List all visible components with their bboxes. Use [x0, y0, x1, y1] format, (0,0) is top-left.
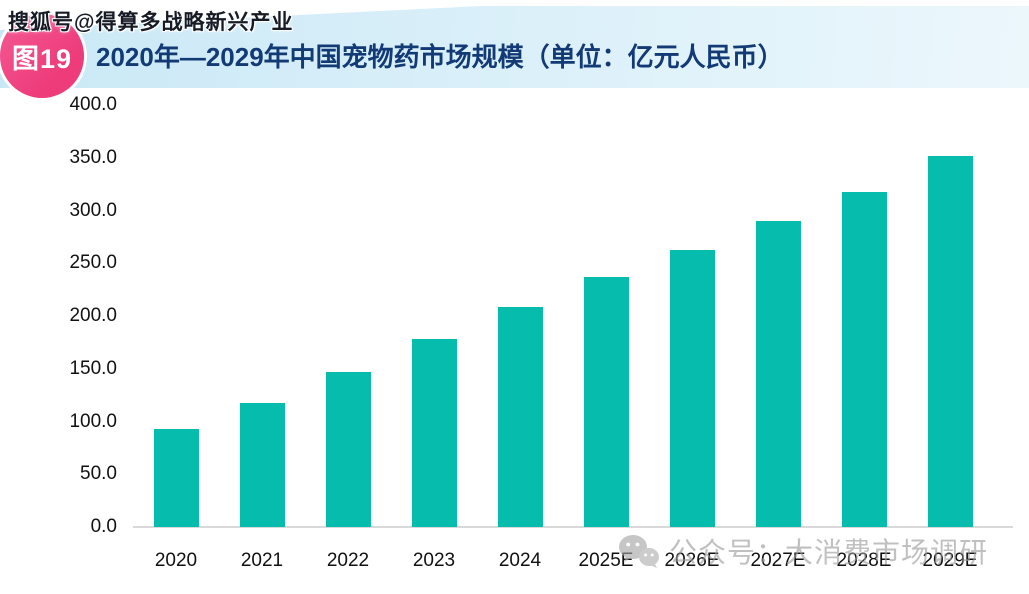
bar [755, 221, 801, 527]
y-tick-label: 400.0 [69, 94, 117, 115]
bar [411, 339, 457, 527]
x-tick-label: 2024 [498, 550, 542, 571]
y-tick-label: 50.0 [80, 463, 117, 485]
x-tick-label: 2029E [922, 550, 978, 571]
bar [239, 402, 285, 527]
bar [153, 428, 199, 527]
y-tick-label: 100.0 [69, 410, 117, 432]
y-tick-label: 150.0 [69, 357, 117, 379]
y-tick-label: 200.0 [69, 305, 117, 326]
x-tick-label: 2021 [240, 550, 284, 571]
y-tick-label: 300.0 [69, 199, 117, 221]
bar [669, 249, 715, 527]
x-tick-label: 2026E [664, 550, 720, 571]
x-tick-label: 2023 [412, 550, 456, 571]
x-tick-label: 2028E [836, 550, 892, 571]
x-tick-label: 2025E [578, 550, 634, 571]
x-tick-label: 2020 [154, 550, 198, 571]
bar [325, 371, 371, 527]
header-band [0, 6, 1029, 88]
x-tick-label: 2027E [750, 550, 806, 571]
sohu-account-watermark: 搜狐号@得算多战略新兴产业 [8, 11, 294, 34]
figure-badge: 图19 [0, 14, 84, 98]
y-tick-label: 250.0 [69, 252, 117, 274]
bar [841, 191, 887, 527]
y-tick-label: 350.0 [69, 146, 117, 168]
bar [583, 276, 629, 527]
bar [497, 306, 543, 527]
x-axis-line [133, 526, 1013, 528]
x-tick-label: 2022 [326, 550, 370, 571]
y-tick-label: 0.0 [90, 516, 117, 537]
chart-title: 2020年—2029年中国宠物药市场规模（单位：亿元人民币） [96, 42, 784, 72]
figure-badge-label: 图19 [11, 43, 73, 74]
bar [927, 155, 973, 527]
